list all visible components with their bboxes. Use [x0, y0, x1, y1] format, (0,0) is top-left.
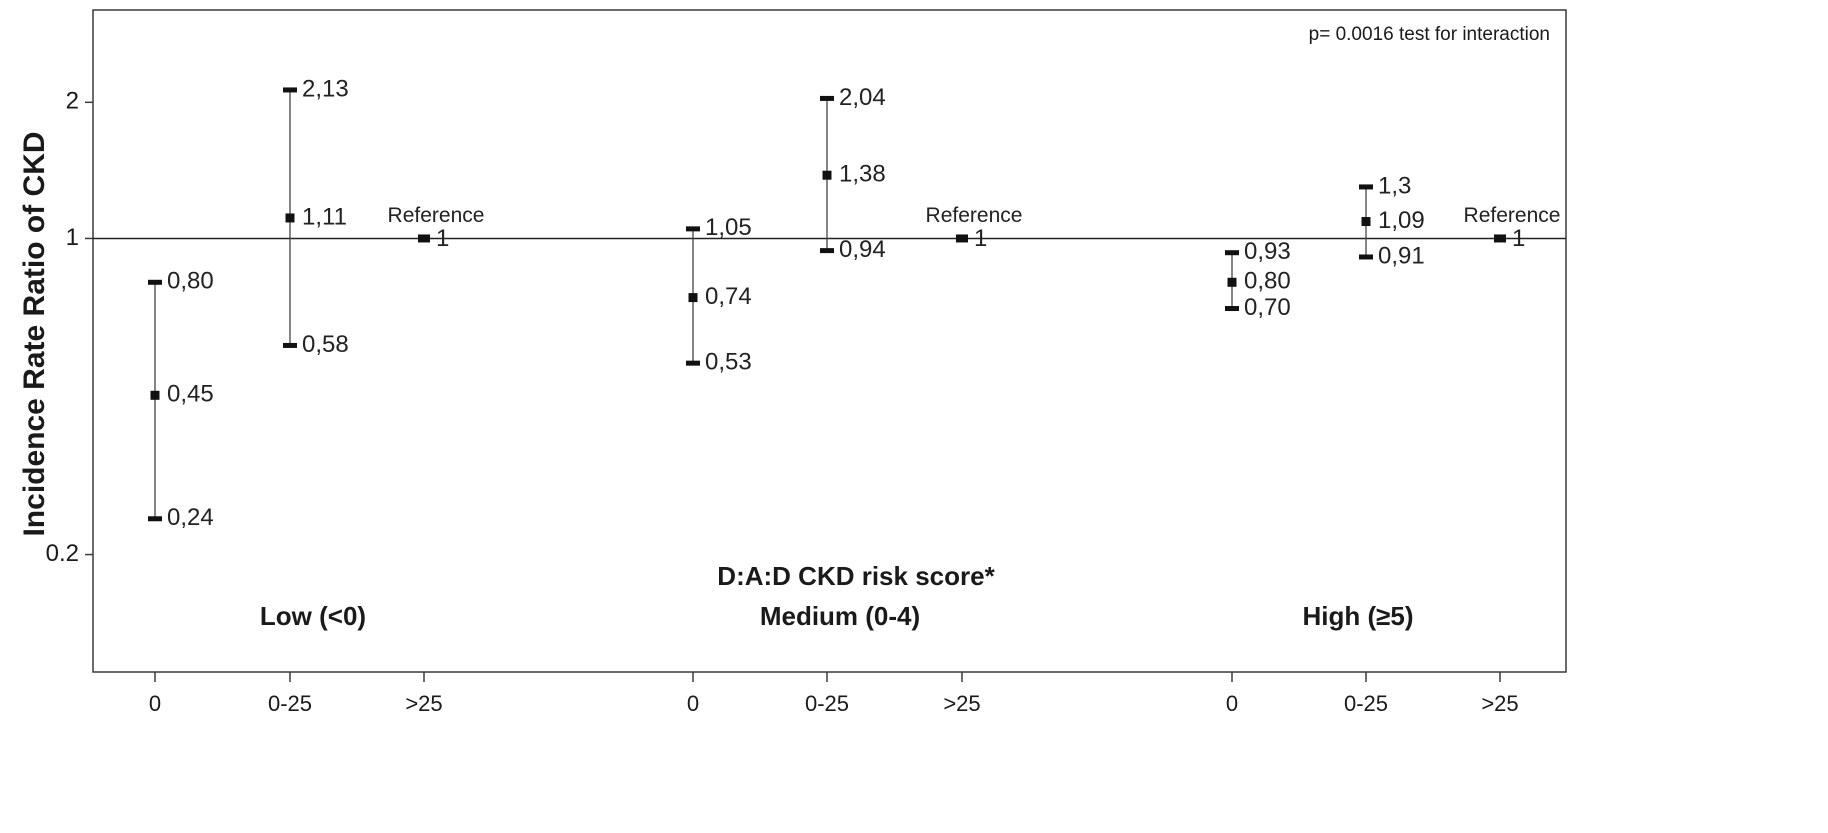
x-tick-label: 0-25	[1344, 691, 1388, 716]
x-tick-label: 0-25	[268, 691, 312, 716]
estimate-label: 1,09	[1378, 207, 1425, 234]
ci-lower-cap	[283, 342, 297, 348]
ci-upper-label: 2,04	[839, 84, 886, 111]
x-tick-label: 0	[687, 691, 699, 716]
ci-upper-cap	[283, 87, 297, 93]
ci-upper-cap	[1359, 184, 1373, 190]
reference-marker	[418, 234, 430, 243]
group-label-high: High (≥5)	[1302, 601, 1413, 631]
ci-upper-cap	[1225, 250, 1239, 256]
x-tick-label: 0	[149, 691, 161, 716]
group-label-low: Low (<0)	[260, 601, 366, 631]
x-tick-label: >25	[943, 691, 980, 716]
reference-value-label: 1	[1512, 225, 1525, 252]
ci-lower-label: 0,58	[302, 331, 349, 358]
ci-lower-label: 0,70	[1244, 294, 1291, 321]
ci-lower-label: 0,91	[1378, 242, 1425, 269]
ci-upper-label: 1,05	[705, 214, 752, 241]
ci-lower-label: 0,94	[839, 236, 886, 263]
ci-upper-cap	[686, 226, 700, 232]
x-tick-label: >25	[405, 691, 442, 716]
ci-lower-cap	[148, 516, 162, 522]
ci-lower-label: 0,53	[705, 349, 752, 376]
estimate-marker	[1361, 217, 1371, 227]
x-axis-label: D:A:D CKD risk score*	[717, 561, 995, 591]
ci-upper-cap	[148, 279, 162, 285]
ci-upper-label: 2,13	[302, 75, 349, 102]
interaction-annotation: p= 0.0016 test for interaction	[1309, 24, 1550, 45]
estimate-marker	[150, 390, 160, 400]
ci-upper-label: 0,80	[167, 268, 214, 295]
ci-upper-label: 0,93	[1244, 238, 1291, 265]
reference-text-label: Reference	[1464, 204, 1561, 227]
estimate-marker	[1227, 277, 1237, 287]
estimate-marker	[285, 213, 295, 223]
estimate-marker	[688, 293, 698, 303]
ci-lower-cap	[686, 360, 700, 366]
estimate-marker	[822, 170, 832, 180]
ci-upper-label: 1,3	[1378, 172, 1411, 199]
x-tick-label: 0-25	[805, 691, 849, 716]
y-tick-label: 2	[66, 88, 79, 115]
estimate-label: 0,74	[705, 283, 752, 310]
reference-text-label: Reference	[388, 204, 485, 227]
y-tick-label: 1	[66, 224, 79, 251]
reference-text-label: Reference	[926, 204, 1023, 227]
y-axis-label: Incidence Rate Ratio of CKD	[18, 131, 51, 536]
ci-upper-cap	[820, 95, 834, 101]
ci-lower-cap	[1225, 306, 1239, 312]
reference-marker	[1494, 234, 1506, 243]
reference-marker	[956, 234, 968, 243]
ci-lower-cap	[820, 248, 834, 254]
x-axis-ticks: 0 0-25 >25 0 0-25 >25 0 0-25 >25	[149, 672, 1519, 716]
estimate-label: 0,45	[167, 381, 214, 408]
reference-value-label: 1	[436, 225, 449, 252]
group-label-medium: Medium (0-4)	[760, 601, 920, 631]
plot-frame	[92, 9, 1567, 673]
x-tick-label: 0	[1226, 691, 1238, 716]
y-tick-label: 0.2	[46, 540, 79, 567]
estimate-label: 0,80	[1244, 268, 1291, 295]
reference-value-label: 1	[974, 225, 987, 252]
ci-lower-label: 0,24	[167, 504, 214, 531]
y-axis-ticks: 0.2 1 2	[46, 88, 93, 567]
ci-lower-cap	[1359, 254, 1373, 260]
x-tick-label: >25	[1481, 691, 1518, 716]
estimate-label: 1,38	[839, 161, 886, 188]
estimate-label: 1,11	[302, 203, 347, 230]
